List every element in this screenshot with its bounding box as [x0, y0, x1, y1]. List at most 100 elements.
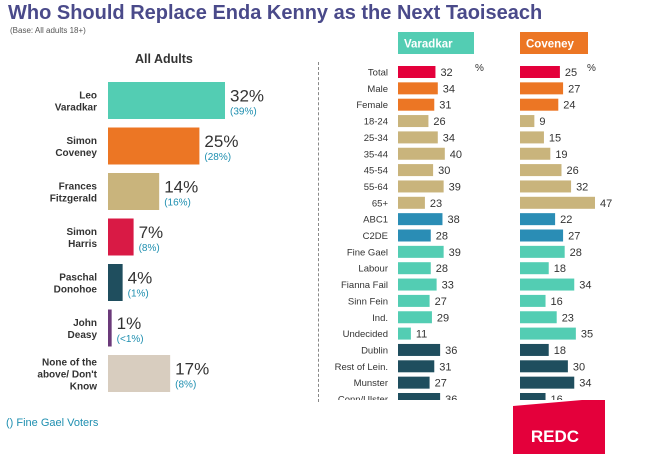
- row-label: 25-34: [364, 133, 388, 144]
- category-label: Simon: [66, 136, 97, 147]
- bar-varadkar: [398, 343, 441, 356]
- value-label: 35: [581, 329, 593, 341]
- value-label: 40: [450, 149, 462, 161]
- value-label: 38: [447, 214, 459, 226]
- row-label: 65+: [372, 198, 389, 209]
- bar-coveney: [520, 131, 544, 144]
- row-label: 55-64: [364, 182, 388, 193]
- value-label: 32: [576, 181, 588, 193]
- value-label: 4%: [128, 269, 153, 288]
- category-label: Frances: [59, 182, 98, 193]
- category-label: None of the: [42, 358, 97, 369]
- bar-5: [108, 264, 123, 301]
- row-label: 45-54: [364, 166, 388, 177]
- row-label: Female: [356, 100, 388, 111]
- bar-coveney: [520, 262, 549, 275]
- value-label: 26: [433, 116, 445, 128]
- dashed-divider: [318, 62, 319, 402]
- row-label: Male: [367, 84, 388, 95]
- value-label: 29: [437, 312, 449, 324]
- row-label: Rest of Lein.: [335, 362, 388, 373]
- value-label: 16: [551, 296, 563, 308]
- value-label: 19: [555, 149, 567, 161]
- bar-1: [108, 82, 225, 119]
- bar-varadkar: [398, 98, 435, 111]
- value-label: 22: [560, 214, 572, 226]
- value-label: 30: [573, 361, 585, 373]
- percent-unit-label: %: [587, 63, 596, 74]
- row-label: Total: [368, 68, 388, 79]
- category-label: Donohoe: [54, 285, 98, 296]
- bar-varadkar: [398, 294, 430, 307]
- value-label: 28: [436, 231, 448, 243]
- value-label: 28: [570, 247, 582, 259]
- bar-7: [108, 355, 171, 392]
- category-label: Varadkar: [55, 103, 97, 114]
- redc-logo-text: REDC: [531, 427, 579, 446]
- value-label: 34: [443, 132, 455, 144]
- row-label: Sinn Fein: [348, 296, 388, 307]
- bar-coveney: [520, 213, 556, 226]
- fine-gael-label: (8%): [175, 380, 196, 391]
- bar-varadkar: [398, 131, 438, 144]
- value-label: 16: [551, 394, 563, 400]
- bar-coveney: [520, 360, 568, 373]
- bar-varadkar: [398, 327, 411, 340]
- row-label: 35-44: [364, 149, 388, 160]
- bar-coveney: [520, 98, 559, 111]
- value-label: 17%: [175, 360, 209, 379]
- bar-2: [108, 127, 200, 165]
- value-label: 26: [566, 165, 578, 177]
- series-header-0: [398, 32, 474, 54]
- series-header-label: Coveney: [526, 39, 575, 51]
- value-label: 30: [438, 165, 450, 177]
- row-label: 18-24: [364, 117, 388, 128]
- row-label: Fianna Fail: [341, 280, 388, 291]
- bar-coveney: [520, 311, 557, 324]
- bar-coveney: [520, 278, 575, 291]
- value-label: 23: [430, 198, 442, 210]
- value-label: 39: [449, 181, 461, 193]
- value-label: 18: [554, 345, 566, 357]
- value-label: 14%: [164, 178, 198, 197]
- value-label: 33: [442, 280, 454, 292]
- bar-6: [108, 309, 112, 347]
- value-label: 27: [568, 83, 580, 95]
- value-label: 34: [579, 378, 591, 390]
- bar-varadkar: [398, 229, 431, 242]
- all-adults-bar-chart: LeoVaradkar32%(39%)SimonCoveney25%(28%)F…: [37, 82, 264, 393]
- category-label: Coveney: [55, 148, 97, 159]
- row-label: Ind.: [372, 313, 388, 324]
- fine-gael-label: (<1%): [117, 334, 144, 345]
- bar-coveney: [520, 196, 595, 209]
- value-label: 25: [565, 67, 577, 79]
- value-label: 47: [600, 198, 612, 210]
- value-label: 24: [563, 100, 575, 112]
- bar-varadkar: [398, 180, 444, 193]
- bar-coveney: [520, 147, 551, 160]
- base-note: (Base: All adults 18+): [10, 26, 86, 35]
- bar-coveney: [520, 327, 576, 340]
- value-label: 31: [439, 100, 451, 112]
- value-label: 28: [436, 263, 448, 275]
- value-label: 27: [435, 296, 447, 308]
- bar-coveney: [520, 245, 565, 258]
- bar-varadkar: [398, 245, 444, 258]
- bar-coveney: [520, 115, 535, 128]
- category-label: Paschal: [59, 273, 97, 284]
- bar-varadkar: [398, 196, 425, 209]
- value-label: 27: [435, 378, 447, 390]
- category-label: above/ Don't: [37, 370, 97, 381]
- value-label: 34: [579, 280, 591, 292]
- value-label: 32%: [230, 87, 264, 106]
- value-label: 27: [568, 231, 580, 243]
- bar-varadkar: [398, 82, 438, 95]
- bar-varadkar: [398, 213, 443, 226]
- fine-gael-label: (28%): [204, 152, 231, 163]
- bar-varadkar: [398, 393, 441, 400]
- bar-varadkar: [398, 164, 434, 177]
- bar-varadkar: [398, 147, 445, 160]
- bar-coveney: [520, 294, 546, 307]
- bar-varadkar: [398, 115, 429, 128]
- footnote: () Fine Gael Voters: [6, 417, 99, 429]
